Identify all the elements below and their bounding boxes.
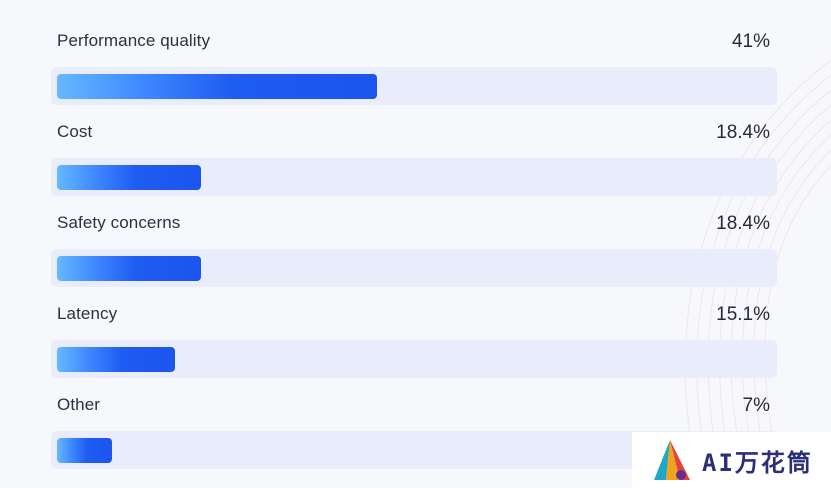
value-label: 18.4% [716, 213, 770, 234]
bar-track [51, 249, 777, 287]
kaleidoscope-logo-icon [654, 440, 690, 480]
value-label: 7% [742, 395, 770, 416]
category-label: Cost [57, 122, 93, 141]
category-label: Safety concerns [57, 213, 181, 232]
value-label: 41% [731, 31, 770, 52]
bar-row: Cost 18.4% [51, 92, 777, 196]
bar [57, 438, 112, 463]
bar-row: Performance quality 41% [51, 1, 777, 105]
bar-track [51, 67, 777, 105]
value-label: 18.4% [716, 122, 770, 143]
category-label: Other [57, 395, 101, 414]
category-label: Latency [57, 304, 118, 323]
bar [57, 347, 175, 372]
watermark-text: AI万花筒 [702, 448, 813, 477]
watermark-logo: AI万花筒 [632, 432, 831, 488]
value-label: 15.1% [716, 304, 770, 325]
bar [57, 165, 201, 190]
bar-row: Latency 15.1% [51, 274, 777, 378]
bar-row: Safety concerns 18.4% [51, 183, 777, 287]
bar [57, 74, 377, 99]
bar-track [51, 158, 777, 196]
category-label: Performance quality [57, 31, 211, 50]
bar-track [51, 340, 777, 378]
bar [57, 256, 201, 281]
